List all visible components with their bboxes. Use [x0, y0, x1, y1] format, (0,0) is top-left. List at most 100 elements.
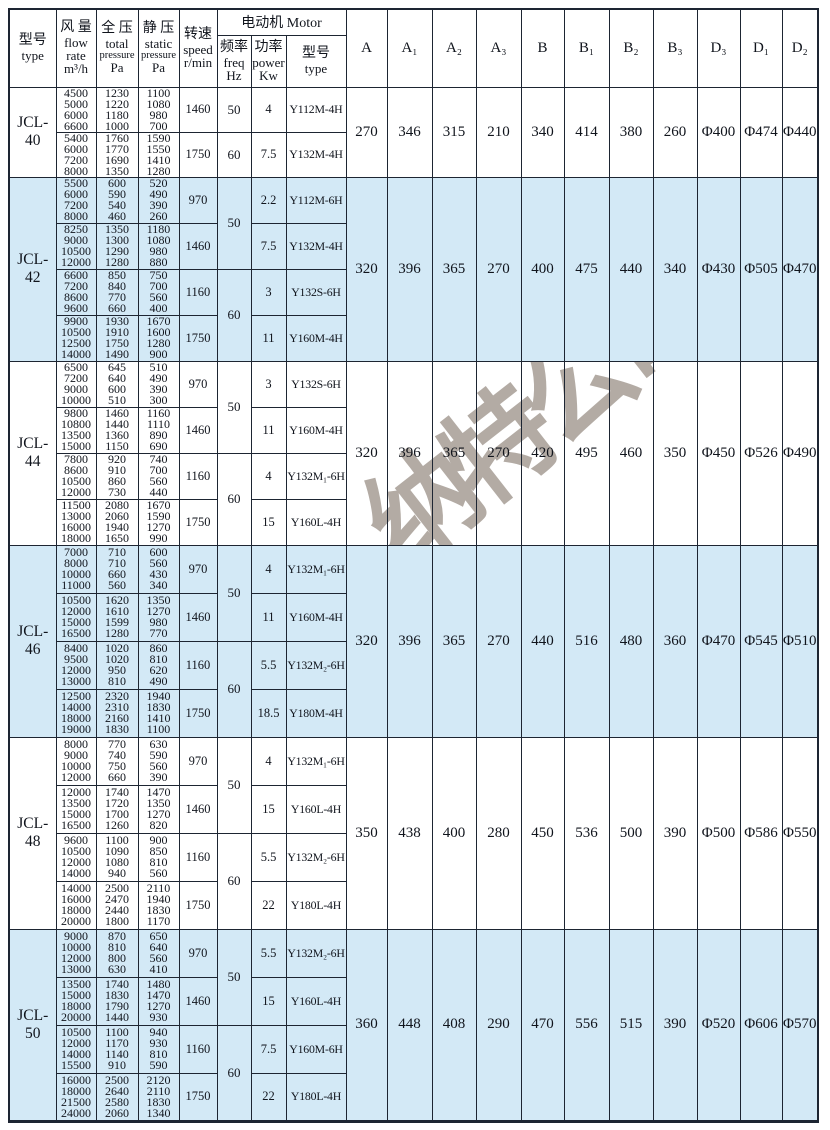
static-pressure-values-cell: 1470 1350 1270 820 [137, 784, 180, 834]
col-header-model: 型号 type [8, 8, 57, 88]
dimension-cell: 390 [652, 736, 698, 930]
col-header-dim-B2: B₂ [608, 8, 654, 88]
motor-type-cell: Y160L-4H [285, 498, 347, 546]
col-header-model-en: type [21, 48, 44, 64]
section-jcl-46: JCL-46 7000 8000 10000 11000 710 710 660 5… [8, 544, 819, 738]
power-cell: 5.5 [250, 640, 287, 690]
model-cell: JCL-48 [8, 736, 57, 930]
col-header-power-unit: Kw [259, 67, 278, 83]
col-header-static-zh: 静 压 [142, 21, 175, 37]
speed-cell: 1160 [178, 268, 218, 316]
power-cell: 7.5 [250, 222, 287, 270]
flow-values-cell: 6500 7200 9000 10000 [55, 360, 97, 408]
static-pressure-values-cell: 1160 1110 890 690 [137, 406, 180, 454]
dimension-cell: Φ470 [781, 176, 819, 362]
total-pressure-values-cell: 1100 1170 1140 910 [95, 1024, 139, 1074]
dimension-cell: Φ450 [696, 360, 741, 546]
col-header-flow-l1: flow [64, 35, 88, 51]
frequency-cell: 60 [216, 832, 252, 930]
speed-cell: 1750 [178, 688, 218, 738]
col-header-speed-l1: speed [183, 41, 213, 57]
speed-cell: 1750 [178, 1072, 218, 1122]
spec-row: 8400 9500 12000 13000 1020 1020 950 810 86… [9, 640, 818, 738]
speed-cell: 970 [178, 736, 218, 786]
spec-row: 13500 15000 18000 20000 1740 1830 1790 14… [9, 976, 818, 1026]
spec-row: 10500 12000 14000 15500 1100 1170 1140 91… [9, 1024, 818, 1122]
col-header-dim-A1: A₁ [386, 8, 433, 88]
dimension-cell: 365 [431, 360, 477, 546]
dimension-cell: 320 [345, 176, 388, 362]
col-header-dim-B1: B₁ [563, 8, 610, 88]
section-jcl-44: JCL-44 6500 7200 9000 10000 645 640 600 51… [8, 360, 819, 546]
dimension-cell: 495 [563, 360, 610, 546]
power-cell: 3 [250, 268, 287, 316]
spec-row: 12000 13500 15000 16500 1740 1720 1700 12… [9, 784, 818, 834]
motor-type-cell: Y160M-4H [285, 406, 347, 454]
total-pressure-values-cell: 1020 1020 950 810 [95, 640, 139, 690]
static-pressure-values-cell: 1670 1590 1270 990 [137, 498, 180, 546]
dimension-cell: Φ470 [696, 544, 741, 738]
dimension-cell: Φ520 [696, 928, 741, 1122]
col-header-static-l1: static [144, 36, 173, 52]
static-pressure-values-cell: 1350 1270 980 770 [137, 592, 180, 642]
flow-values-cell: 8400 9500 12000 13000 [55, 640, 97, 690]
col-header-total-zh: 全 压 [101, 21, 133, 37]
dimension-cell: Φ586 [739, 736, 783, 930]
motor-type-cell: Y132S-6H [285, 268, 347, 316]
power-cell: 11 [250, 314, 287, 362]
static-pressure-values-cell: 1670 1600 1280 900 [137, 314, 180, 362]
dimension-cell: 475 [563, 176, 610, 362]
frequency-cell: 60 [216, 640, 252, 738]
dimension-cell: Φ430 [696, 176, 741, 362]
col-header-freq-zh: 频率 [220, 39, 248, 55]
dimension-cell: 270 [475, 176, 522, 362]
total-pressure-values-cell: 870 810 800 630 [95, 928, 139, 978]
motor-type-cell: Y132M₂-6H [285, 928, 347, 978]
frequency-cell: 50 [216, 86, 252, 133]
col-header-motor-group: 电动机 Motor [216, 8, 347, 36]
col-header-total-pressure: 全 压 total pressure Pa [95, 8, 139, 88]
flow-values-cell: 4500 5000 6000 6600 [55, 86, 97, 133]
motor-type-cell: Y160L-4H [285, 976, 347, 1026]
speed-cell: 1160 [178, 1024, 218, 1074]
total-pressure-values-cell: 850 840 770 660 [95, 268, 139, 316]
dimension-cell: 400 [431, 736, 477, 930]
flow-values-cell: 12500 14000 18000 19000 [55, 688, 97, 738]
col-header-total-l2: pressure [99, 50, 135, 62]
speed-cell: 1460 [178, 784, 218, 834]
flow-values-cell: 5400 6000 7200 8000 [55, 131, 97, 178]
flow-values-cell: 9600 10500 12000 14000 [55, 832, 97, 882]
spec-row: 16000 18000 21500 24000 2500 2640 2580 20… [9, 1072, 818, 1122]
power-cell: 15 [250, 976, 287, 1026]
flow-values-cell: 9800 10800 13500 15000 [55, 406, 97, 454]
dimension-cell: 270 [475, 360, 522, 546]
dimension-cell: 438 [386, 736, 433, 930]
frequency-cell: 50 [216, 736, 252, 834]
col-header-total-unit: Pa [110, 60, 124, 76]
motor-type-cell: Y132M₁-6H [285, 452, 347, 500]
motor-type-cell: Y132S-6H [285, 360, 347, 408]
col-header-frequency: 频率 freq Hz [216, 34, 252, 88]
col-header-motor-type: 型号 type [285, 34, 347, 88]
col-header-motor-type-en: type [304, 61, 328, 76]
section-jcl-50: JCL-50 9000 10000 12000 13000 870 810 800 … [8, 928, 819, 1122]
dimension-cell: 350 [652, 360, 698, 546]
dimension-cell: 360 [652, 544, 698, 738]
dimension-cell: 420 [520, 360, 565, 546]
total-pressure-values-cell: 1740 1830 1790 1440 [95, 976, 139, 1026]
dimension-cell: 340 [520, 86, 565, 178]
speed-cell: 1460 [178, 592, 218, 642]
speed-cell: 1160 [178, 452, 218, 500]
col-header-dim-A: A [345, 8, 388, 88]
static-pressure-values-cell: 2110 1940 1830 1170 [137, 880, 180, 930]
dimension-cell: 360 [345, 928, 388, 1122]
col-header-dim-D2: D₂ [781, 8, 819, 88]
spec-row: JCL-46 7000 8000 10000 11000 710 710 660 5… [8, 544, 819, 738]
power-cell: 4 [250, 452, 287, 500]
speed-cell: 1750 [178, 880, 218, 930]
motor-type-cell: Y180L-4H [285, 880, 347, 930]
dimension-cell: Φ490 [781, 360, 819, 546]
dimension-cell: 536 [563, 736, 610, 930]
col-header-static-unit: Pa [152, 60, 165, 76]
static-pressure-values-cell: 1480 1470 1270 930 [137, 976, 180, 1026]
